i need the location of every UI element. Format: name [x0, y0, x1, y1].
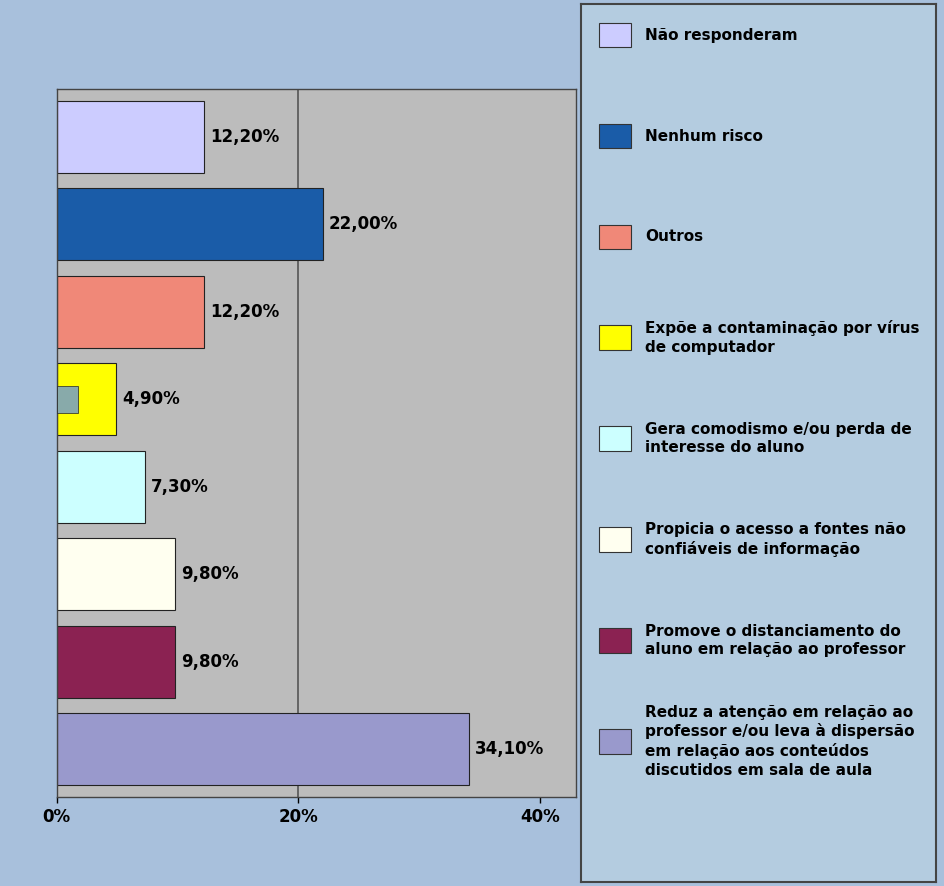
Text: Reduz a atenção em relação ao
professor e/ou leva à dispersão
em relação aos con: Reduz a atenção em relação ao professor …: [644, 704, 914, 778]
Bar: [57, 451, 144, 523]
Bar: [57, 189, 322, 260]
FancyBboxPatch shape: [598, 729, 631, 753]
Text: 4,90%: 4,90%: [122, 390, 179, 408]
Text: 12,20%: 12,20%: [210, 303, 279, 321]
Text: Propicia o acesso a fontes não
confiáveis de informação: Propicia o acesso a fontes não confiávei…: [644, 522, 905, 557]
Text: Expõe a contaminação por vírus
de computador: Expõe a contaminação por vírus de comput…: [644, 321, 919, 355]
Text: 9,80%: 9,80%: [181, 653, 239, 671]
Text: Não responderam: Não responderam: [644, 27, 797, 43]
FancyBboxPatch shape: [598, 628, 631, 653]
Text: Gera comodismo e/ou perda de
interesse do aluno: Gera comodismo e/ou perda de interesse d…: [644, 422, 911, 455]
Bar: [57, 101, 204, 173]
Text: 12,20%: 12,20%: [210, 128, 279, 145]
Text: Nenhum risco: Nenhum risco: [644, 128, 762, 144]
Text: 34,10%: 34,10%: [475, 741, 544, 758]
Bar: [57, 363, 116, 435]
Bar: [57, 385, 78, 413]
Bar: [57, 539, 175, 610]
Text: 22,00%: 22,00%: [329, 215, 397, 233]
FancyBboxPatch shape: [598, 23, 631, 48]
FancyBboxPatch shape: [598, 426, 631, 451]
Text: Promove o distanciamento do
aluno em relação ao professor: Promove o distanciamento do aluno em rel…: [644, 624, 904, 657]
FancyBboxPatch shape: [598, 224, 631, 249]
Bar: [57, 276, 204, 347]
FancyBboxPatch shape: [598, 124, 631, 148]
Text: 9,80%: 9,80%: [181, 565, 239, 583]
Text: Outros: Outros: [644, 229, 702, 245]
Bar: [57, 626, 175, 697]
FancyBboxPatch shape: [598, 325, 631, 350]
Text: 7,30%: 7,30%: [151, 478, 209, 496]
FancyBboxPatch shape: [598, 527, 631, 552]
Bar: [57, 713, 468, 785]
